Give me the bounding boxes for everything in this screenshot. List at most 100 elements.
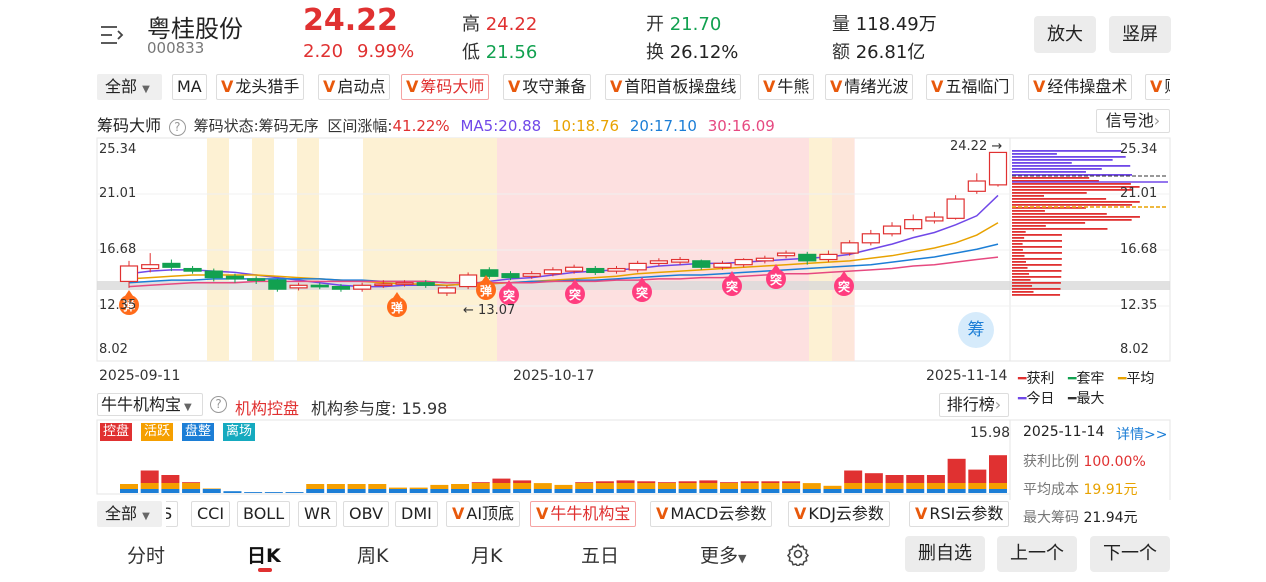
signal-marker-label: 突 <box>770 272 782 287</box>
signal-marker-dot <box>766 269 786 289</box>
signal-marker-label: 弹 <box>123 298 135 313</box>
bar-segment-pan <box>409 489 428 493</box>
sub-indicator-dropdown[interactable]: 牛牛机构宝 ▼ <box>97 393 203 416</box>
signal-marker-dot <box>499 285 519 305</box>
chip-bar <box>1012 207 1086 209</box>
tab-longtou[interactable]: V 龙头猎手 <box>216 74 305 100</box>
help-icon[interactable]: ? <box>168 119 186 136</box>
candle-body <box>522 273 541 277</box>
tab-minute[interactable]: 分时 <box>127 545 166 567</box>
chip-bar <box>1012 192 1087 194</box>
last-price-label: 24.22 → <box>950 139 1003 154</box>
signal-marker-label: 突 <box>569 287 581 302</box>
gear-icon[interactable] <box>786 542 810 568</box>
x-tick-2: 2025-11-14 <box>926 368 1008 384</box>
itab-s-clip[interactable]: S <box>166 501 186 527</box>
tab-jingwei[interactable]: V 经伟操盘术 <box>1028 74 1133 100</box>
chip-bar <box>1012 282 1061 284</box>
bar-segment-pan <box>802 489 821 493</box>
bar-segment-pan <box>492 489 511 493</box>
bar-segment-pan <box>264 492 283 493</box>
high-stat: 高 24.22 <box>462 14 538 35</box>
bar-segment-control <box>575 482 594 483</box>
help-icon[interactable]: ? <box>210 396 227 413</box>
itab-macd[interactable]: V MACD云参数 <box>650 501 773 527</box>
bar-segment-pan <box>844 489 863 493</box>
v-icon: V <box>830 77 843 96</box>
bar-segment-active <box>388 487 407 489</box>
itab-s[interactable]: S <box>166 501 179 527</box>
tab-qingxu[interactable]: V 情绪光波 <box>825 74 914 100</box>
tab-gongshou[interactable]: V 攻守兼备 <box>503 74 592 100</box>
itab-boll[interactable]: BOLL <box>237 501 291 527</box>
bar-segment-active <box>554 484 573 489</box>
chip-status: 筹码状态:筹码无序 <box>193 117 319 135</box>
tab-five-day[interactable]: 五日 <box>581 545 620 567</box>
itab-kdj[interactable]: V KDJ云参数 <box>788 501 890 527</box>
tab-niuxiong[interactable]: V 牛熊 <box>758 74 815 100</box>
candle-body <box>692 260 711 268</box>
candle-body <box>204 270 223 279</box>
rank-button[interactable]: 排行榜› <box>939 393 1009 417</box>
candle-body <box>416 282 435 286</box>
itab-niuniu[interactable]: V 牛牛机构宝 <box>530 501 637 527</box>
tab-chouma[interactable]: V 筹码大师 <box>401 74 490 100</box>
tab-qidongdian[interactable]: V 启动点 <box>318 74 391 100</box>
bar-segment-active <box>926 483 945 489</box>
tab-ma[interactable]: MA <box>172 74 207 100</box>
chip-bar <box>1012 240 1062 242</box>
next-stock-button[interactable]: 下一个 <box>1090 536 1170 572</box>
price-change-pct: 9.99% <box>357 41 415 62</box>
itab-ai[interactable]: V AI顶底 <box>446 501 521 527</box>
itab-wr[interactable]: WR <box>298 501 337 527</box>
signal-pool-button[interactable]: 信号池› <box>1096 109 1170 133</box>
chip-badge[interactable]: 筹 <box>958 312 994 348</box>
chip-bar <box>1012 249 1023 251</box>
bar-segment-control <box>844 470 863 483</box>
bar-segment-active <box>182 483 201 489</box>
itab-dmi[interactable]: DMI <box>395 501 438 527</box>
v-icon: V <box>1150 77 1163 96</box>
tab-cai[interactable]: V财 <box>1145 74 1170 100</box>
candlestick-chart[interactable]: 弹弹弹突突突突突突 <box>0 0 1266 400</box>
tab-daily-k[interactable]: 日K <box>247 545 281 567</box>
bar-segment-pan <box>947 489 966 493</box>
active-tab-indicator <box>258 568 272 572</box>
bar-segment-control <box>968 469 987 483</box>
bar-segment-control <box>989 455 1007 483</box>
delete-watchlist-button[interactable]: 删自选 <box>905 536 985 572</box>
avg-cost: 平均成本 19.91元 <box>1023 482 1138 498</box>
chip-bar <box>1012 234 1062 236</box>
tab-cai-clip[interactable]: V财 <box>1145 74 1170 100</box>
tab-weekly-k[interactable]: 周K <box>357 545 389 567</box>
y-tick-right-4: 8.02 <box>1120 342 1149 357</box>
indicator-all-dropdown-bottom[interactable]: 全部 ▼ <box>97 501 162 527</box>
itab-obv[interactable]: OBV <box>343 501 390 527</box>
bar-segment-active <box>947 483 966 489</box>
indicator-all-dropdown[interactable]: 全部 ▼ <box>97 74 162 100</box>
itab-cci[interactable]: CCI <box>191 501 231 527</box>
menu-icon[interactable] <box>100 24 124 46</box>
bar-segment-active <box>720 483 739 489</box>
signal-marker-tip <box>125 290 133 296</box>
tab-shouyang[interactable]: V 首阳首板操盘线 <box>605 74 742 100</box>
zoom-button[interactable]: 放大 <box>1034 16 1096 53</box>
bar-segment-active <box>451 484 470 489</box>
tab-wufu[interactable]: V 五福临门 <box>926 74 1015 100</box>
bar-segment-active <box>657 483 676 489</box>
bar-segment-control <box>740 481 759 483</box>
signal-marker-tip <box>840 271 848 277</box>
y-tick-left-4: 8.02 <box>99 342 128 357</box>
bar-segment-pan <box>202 489 221 493</box>
tab-more[interactable]: 更多▼ <box>700 545 747 567</box>
sub-legend-3: 离场 <box>223 423 256 441</box>
tab-monthly-k[interactable]: 月K <box>471 545 503 567</box>
prev-stock-button[interactable]: 上一个 <box>997 536 1077 572</box>
institution-bar-chart[interactable] <box>0 0 1266 500</box>
chip-detail-link[interactable]: 详情>> <box>1116 427 1168 443</box>
bar-segment-active <box>740 483 759 489</box>
chip-bar <box>1012 198 1107 200</box>
bar-segment-pan <box>740 489 759 493</box>
portrait-button[interactable]: 竖屏 <box>1109 16 1171 53</box>
itab-rsi[interactable]: V RSI云参数 <box>909 501 1010 527</box>
